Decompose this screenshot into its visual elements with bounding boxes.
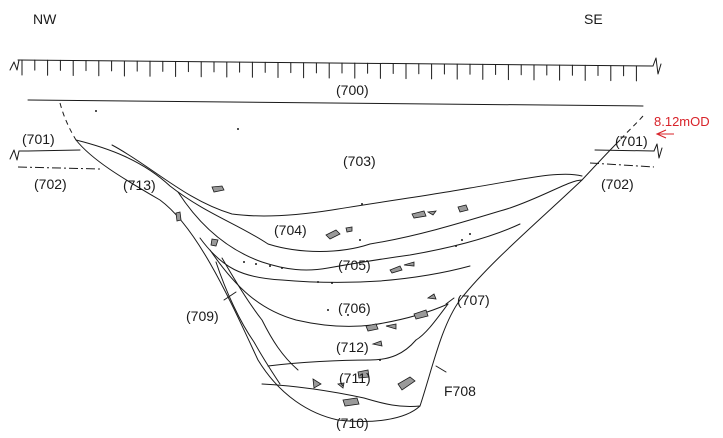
cut-edge-left-dashed: [59, 102, 77, 141]
interface-713-703: [75, 139, 583, 252]
stone: [403, 261, 415, 267]
stone: [385, 323, 397, 330]
stone: [337, 382, 345, 389]
se-label: SE: [584, 11, 603, 27]
stone: [413, 309, 429, 320]
stone: [342, 397, 360, 407]
datum-marker: 8.12mOD: [654, 114, 710, 139]
ditch-section: [59, 102, 644, 422]
label-704: (704): [274, 222, 307, 238]
top-701-right: [594, 149, 655, 152]
stone: [211, 185, 225, 193]
ground-surface-line: [17, 59, 654, 67]
label-f708: F708: [444, 383, 476, 399]
stone: [210, 238, 219, 247]
label-701-right: (701): [615, 133, 648, 149]
interface-703-704: [111, 144, 583, 217]
stone: [371, 340, 383, 347]
top-701-left: [9, 149, 81, 161]
stone: [325, 229, 341, 240]
top-702-left: [17, 166, 101, 170]
left-break-mark: [9, 59, 20, 71]
label-702-left: (702): [34, 176, 67, 192]
stone: [365, 323, 379, 332]
label-705: (705): [338, 257, 371, 273]
label-702-right: (702): [601, 176, 634, 192]
interface-704-705: [177, 191, 521, 271]
stone: [389, 265, 403, 274]
cut-profile-f708: [75, 139, 621, 422]
label-701-left: (701): [22, 131, 55, 147]
nw-label: NW: [33, 11, 57, 27]
datum-level-label: 8.12mOD: [654, 114, 710, 129]
top-702-right: [589, 162, 655, 168]
datum-arrow: [655, 129, 674, 139]
label-710: (710): [336, 415, 369, 431]
stone: [411, 210, 427, 219]
cut-edge-right-dashed: [619, 115, 644, 141]
interface-706-707: [209, 249, 449, 327]
label-707: (707): [457, 292, 490, 308]
label-709: (709): [186, 308, 219, 324]
label-711: (711): [339, 370, 371, 386]
stone: [175, 211, 182, 222]
turf-layer-700: [9, 57, 662, 107]
label-712: (712): [336, 339, 369, 355]
stone: [397, 376, 416, 391]
natural-layers: [9, 143, 663, 170]
stone: [312, 378, 322, 389]
stone: [345, 226, 353, 233]
stone: [426, 293, 437, 300]
base-of-700-line: [27, 99, 644, 107]
leader-707: [445, 297, 455, 305]
label-706: (706): [338, 300, 371, 316]
stone: [357, 369, 370, 379]
right-break-lower: [653, 143, 663, 159]
leader-709: [223, 291, 237, 301]
stone: [426, 210, 437, 216]
right-break-mark: [652, 57, 662, 75]
label-703: (703): [343, 153, 376, 169]
interface-709-inner: [221, 257, 299, 371]
interface-705-706: [199, 237, 471, 283]
label-713: (713): [123, 177, 156, 193]
leader-lines: [223, 291, 455, 373]
inclusions: [95, 110, 471, 407]
interface-707-712: [415, 303, 449, 341]
turf-ticks: [21, 59, 637, 82]
interface-711-710: [261, 383, 421, 407]
leader-f708: [435, 365, 447, 373]
interface-712-711: [267, 339, 417, 367]
interface-709-outer: [215, 261, 281, 385]
stone: [457, 204, 469, 213]
label-700: (700): [336, 82, 369, 98]
